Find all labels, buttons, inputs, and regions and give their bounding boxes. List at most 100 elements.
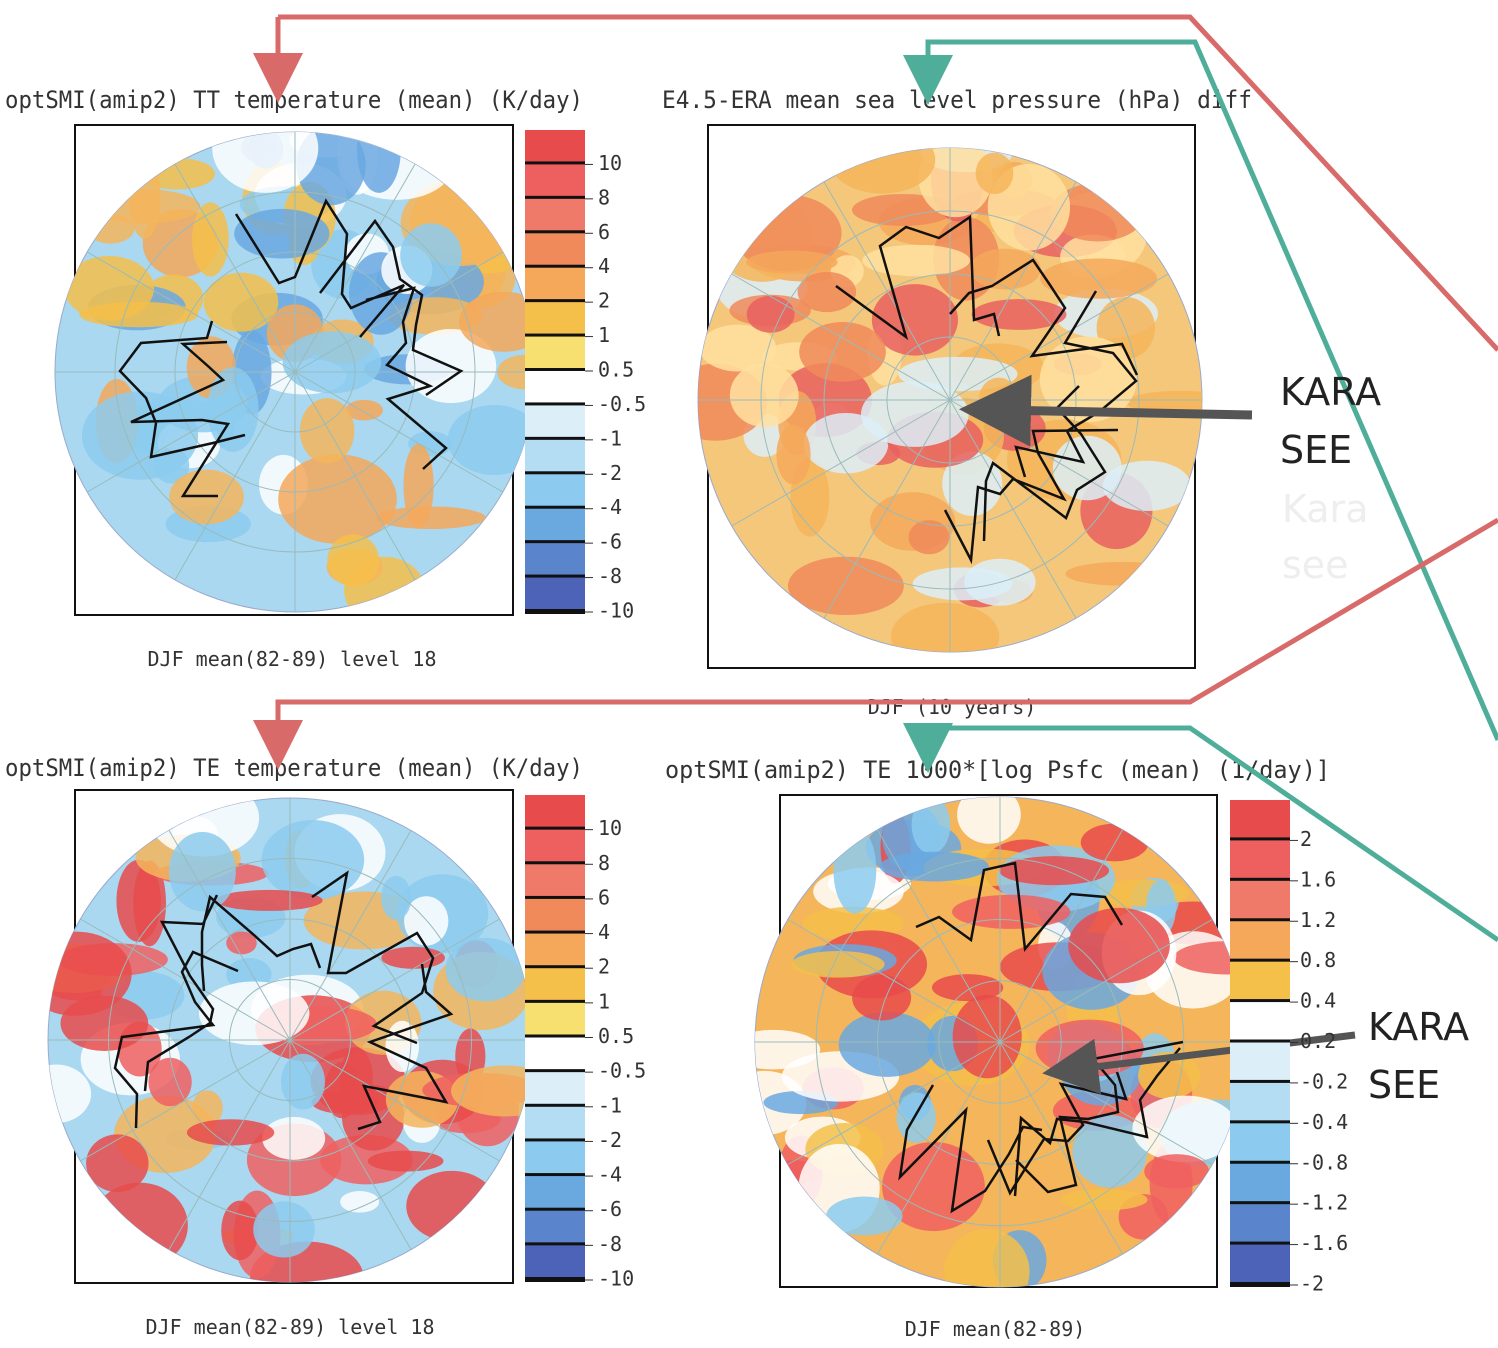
colorbar-label: -6 bbox=[598, 1197, 622, 1221]
map-patch bbox=[944, 1229, 1029, 1314]
pointer-arrow bbox=[995, 410, 1252, 415]
colorbar-label: -0.8 bbox=[1300, 1150, 1348, 1174]
colorbar-swatch bbox=[525, 1072, 585, 1107]
colorbar-swatch bbox=[1230, 800, 1290, 840]
colorbar-label: -1.6 bbox=[1300, 1231, 1348, 1255]
colorbar-label: 6 bbox=[598, 885, 610, 909]
annotation: KARA bbox=[1280, 370, 1381, 414]
map-patch bbox=[381, 947, 445, 969]
colorbar-label: -0.5 bbox=[598, 392, 646, 416]
map-patch bbox=[21, 1065, 91, 1124]
colorbar-swatch bbox=[525, 578, 585, 612]
panel-title: E4.5-ERA mean sea level pressure (hPa) d… bbox=[662, 86, 1252, 114]
annotation: KARA bbox=[1368, 1005, 1469, 1049]
colorbar-swatch bbox=[525, 1038, 585, 1073]
colorbar-label: -0.5 bbox=[598, 1059, 646, 1083]
colorbar-divider bbox=[525, 609, 585, 614]
colorbar-swatch bbox=[525, 302, 585, 336]
colorbar-divider bbox=[525, 1277, 585, 1282]
colorbar-label: -10 bbox=[598, 599, 634, 623]
colorbar-swatch bbox=[525, 934, 585, 969]
map-patch bbox=[880, 852, 989, 882]
map-patch bbox=[776, 425, 810, 485]
colorbar-label: 0.4 bbox=[1300, 989, 1336, 1013]
colorbar-swatch bbox=[525, 899, 585, 934]
map-patch bbox=[913, 567, 1013, 600]
colorbar-label: -1 bbox=[598, 426, 622, 450]
panel-title: optSMI(amip2) TE temperature (mean) (K/d… bbox=[5, 754, 583, 782]
map-patch bbox=[283, 331, 382, 393]
map-patch bbox=[861, 381, 969, 447]
colorbar-swatch bbox=[525, 164, 585, 198]
colorbar-swatch bbox=[525, 233, 585, 267]
panel-caption: DJF mean(82-89) bbox=[905, 1317, 1086, 1341]
map-patch bbox=[212, 104, 318, 193]
map-patch bbox=[726, 1030, 820, 1069]
annotation: SEE bbox=[1280, 428, 1352, 472]
colorbar-swatch bbox=[1230, 921, 1290, 961]
colorbar-swatch bbox=[1230, 1002, 1290, 1042]
map-patch bbox=[970, 249, 1041, 290]
colorbar-label: 1.6 bbox=[1300, 867, 1336, 891]
colorbar-label: 10 bbox=[598, 151, 622, 175]
map-patch bbox=[381, 876, 411, 920]
colorbar-label: -1.2 bbox=[1300, 1191, 1348, 1215]
map-patch bbox=[169, 832, 236, 911]
map-patch bbox=[799, 322, 886, 382]
colorbar-swatch bbox=[525, 371, 585, 405]
colorbar-label: 6 bbox=[598, 220, 610, 244]
colorbar-swatch bbox=[525, 199, 585, 233]
annotation: SEE bbox=[1368, 1063, 1440, 1107]
colorbar-swatch bbox=[1230, 1123, 1290, 1163]
colorbar-swatch bbox=[525, 405, 585, 439]
colorbar-swatch bbox=[525, 1211, 585, 1246]
colorbar-swatch bbox=[525, 864, 585, 899]
colorbar-swatch bbox=[525, 474, 585, 508]
map-patch bbox=[852, 975, 911, 1021]
map-patch bbox=[221, 1201, 258, 1260]
colorbar-label: -0.2 bbox=[1300, 1069, 1348, 1093]
panel-caption: DJF mean(82-89) level 18 bbox=[148, 647, 437, 671]
colorbar-label: 0.5 bbox=[598, 1024, 634, 1048]
colorbar-swatch bbox=[525, 1141, 585, 1176]
colorbar-swatch bbox=[525, 1107, 585, 1142]
colorbar-label: 1 bbox=[598, 323, 610, 347]
map-patch bbox=[60, 996, 148, 1051]
map-patch bbox=[1132, 1096, 1238, 1163]
map-patch bbox=[216, 890, 323, 911]
map-patch bbox=[82, 391, 198, 479]
map-patch bbox=[730, 363, 799, 427]
map-patch bbox=[839, 1012, 936, 1077]
colorbar-label: -1 bbox=[598, 1093, 622, 1117]
colorbar-label: 10 bbox=[598, 816, 622, 840]
map-patch bbox=[1060, 1189, 1147, 1210]
map-patch bbox=[278, 454, 397, 544]
colorbar-divider bbox=[1230, 1282, 1290, 1287]
colorbar-label: -8 bbox=[598, 1232, 622, 1256]
map-patch bbox=[253, 1201, 315, 1257]
colorbar-swatch bbox=[525, 509, 585, 543]
colorbar-label: 0.2 bbox=[1300, 1029, 1336, 1053]
map-patch bbox=[187, 1119, 274, 1145]
colorbar-swatch bbox=[525, 337, 585, 371]
map-patch bbox=[340, 1047, 373, 1107]
colorbar-swatch bbox=[1230, 1204, 1290, 1244]
panel-title: optSMI(amip2) TE 1000*[log Psfc (mean) (… bbox=[665, 756, 1330, 784]
annotation: see bbox=[1282, 543, 1349, 587]
colorbar-label: 4 bbox=[598, 920, 610, 944]
colorbar-label: -2 bbox=[1300, 1272, 1324, 1296]
colorbar-swatch bbox=[525, 543, 585, 577]
colorbar-swatch bbox=[525, 830, 585, 865]
colorbar-label: -2 bbox=[598, 1128, 622, 1152]
colorbar-swatch bbox=[1230, 1043, 1290, 1083]
map-patch bbox=[340, 1191, 379, 1213]
map-patch bbox=[872, 284, 958, 356]
page: optSMI(amip2) TT temperature (mean) (K/d… bbox=[0, 0, 1498, 1348]
colorbar-label: 8 bbox=[598, 851, 610, 875]
map-patch bbox=[1144, 1154, 1209, 1188]
panel-caption: DJF (10 years) bbox=[868, 695, 1037, 719]
maps bbox=[19, 104, 1280, 1315]
colorbar-label: -6 bbox=[598, 530, 622, 554]
map-patch bbox=[897, 1092, 936, 1142]
colorbar-label: -4 bbox=[598, 495, 622, 519]
